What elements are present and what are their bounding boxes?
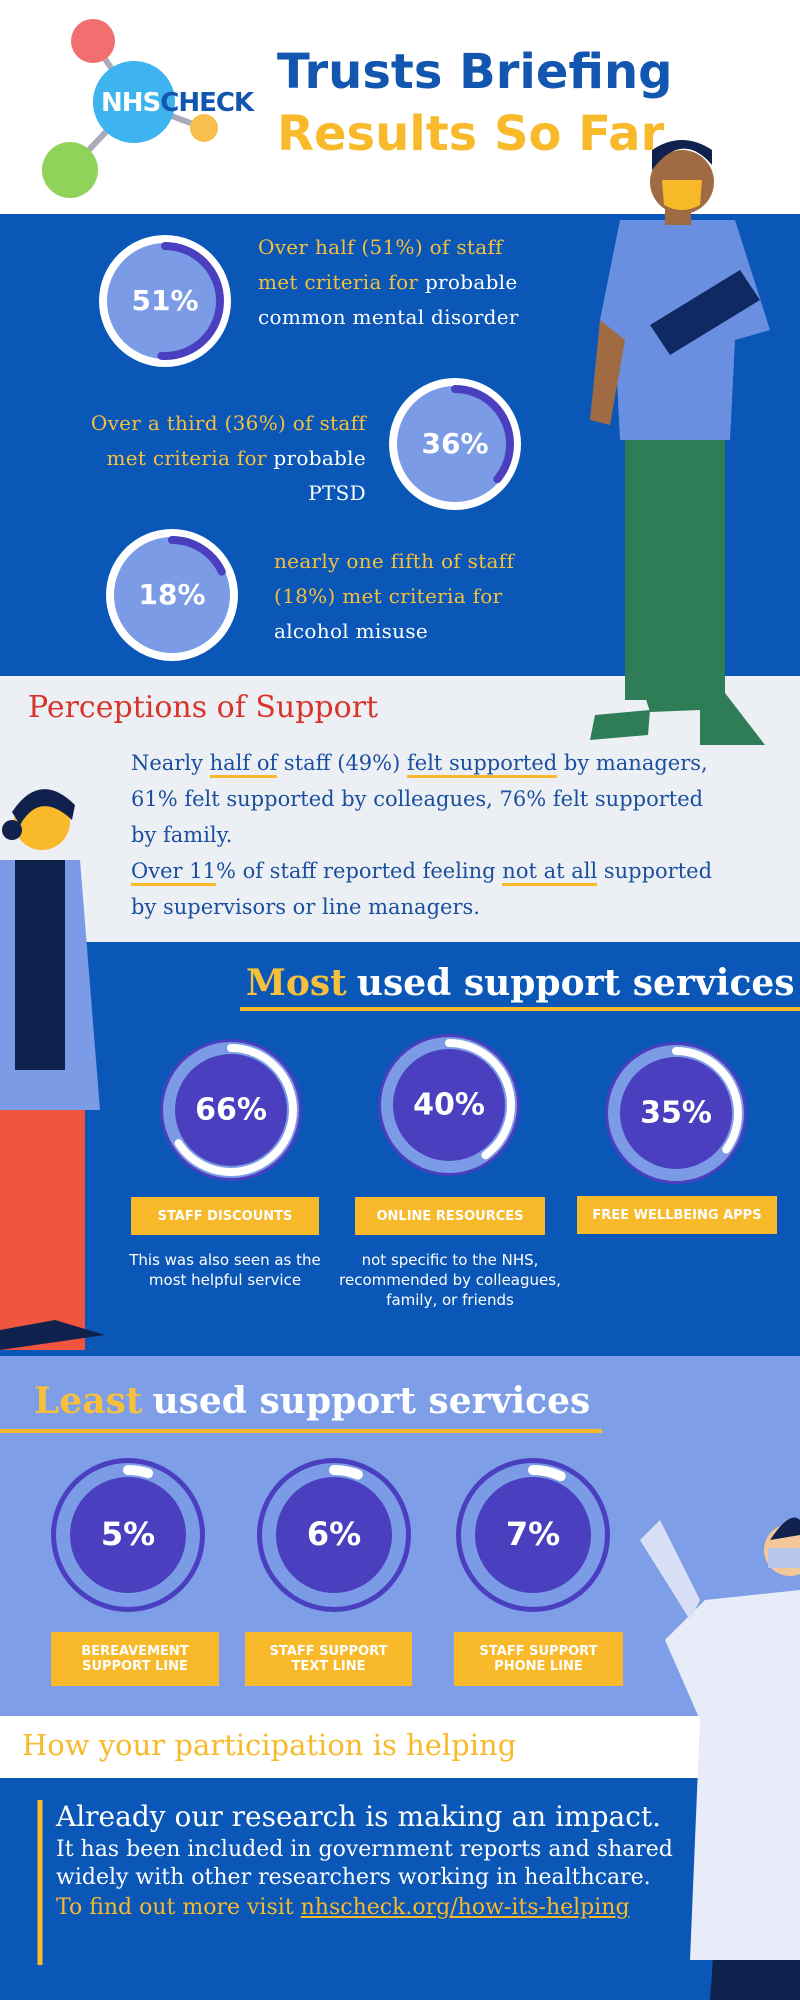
progress-arc bbox=[463, 1465, 603, 1605]
paragraph: Nearly half of staff (49%) felt supporte… bbox=[131, 745, 731, 853]
stat-text: Over a third (36%) of staff met criteria… bbox=[46, 406, 366, 511]
stat-text: nearly one fifth of staff (18%) met crit… bbox=[274, 544, 564, 649]
progress-arc bbox=[383, 1039, 515, 1171]
doctor-illustration bbox=[0, 789, 105, 1350]
text: supported by supervisors or line manager… bbox=[131, 859, 713, 919]
logo bbox=[42, 19, 218, 198]
text: staff (49%) bbox=[277, 751, 407, 775]
section-title: Most used support services bbox=[246, 962, 795, 1004]
stat-outcome: probable PTSD bbox=[273, 446, 366, 505]
paragraph: Over 11% of staff reported feeling not a… bbox=[131, 853, 731, 925]
emphasis: Over 11 bbox=[131, 859, 216, 886]
ring-label: 6% bbox=[307, 1515, 361, 1553]
ring-inner bbox=[397, 386, 513, 502]
ring-inner bbox=[70, 1477, 186, 1593]
nurse-illustration bbox=[590, 140, 770, 745]
logo-nhs: NHS bbox=[101, 88, 161, 118]
logo-text: NHSCHECK bbox=[101, 88, 254, 118]
perceptions-text: Nearly half of staff (49%) felt supporte… bbox=[131, 745, 731, 925]
service-note: This was also seen as the most helpful s… bbox=[129, 1251, 321, 1289]
ring-label: 51% bbox=[131, 284, 198, 317]
ring-label: 18% bbox=[138, 578, 205, 611]
stat-outcome: probable common mental disorder bbox=[258, 270, 519, 329]
ring-label: 36% bbox=[421, 427, 488, 460]
impact-text: Already our research is making an impact… bbox=[56, 1798, 696, 1924]
progress-arc bbox=[396, 385, 514, 503]
ring-label: 40% bbox=[413, 1088, 485, 1123]
progress-arc bbox=[264, 1465, 404, 1605]
title-highlight: Least bbox=[34, 1380, 143, 1422]
ring-label: 66% bbox=[195, 1093, 267, 1128]
ring-inner bbox=[114, 537, 230, 653]
service-label: BEREAVEMENT SUPPORT LINE bbox=[51, 1632, 219, 1686]
stat-text: Over half (51%) of staff met criteria fo… bbox=[258, 230, 548, 335]
text: Nearly bbox=[131, 751, 210, 775]
impact-bg bbox=[0, 1778, 800, 2000]
ring-label: 5% bbox=[101, 1515, 155, 1553]
impact-cta: To find out more visit nhscheck.org/how-… bbox=[56, 1892, 696, 1924]
ring-label: 7% bbox=[506, 1515, 560, 1553]
ring-inner bbox=[475, 1477, 591, 1593]
progress-arc bbox=[58, 1465, 198, 1605]
ring-inner bbox=[620, 1057, 732, 1169]
ring-inner bbox=[107, 243, 223, 359]
logo-check: CHECK bbox=[160, 88, 254, 118]
progress-arc bbox=[165, 1044, 297, 1176]
service-note: not specific to the NHS, recommended by … bbox=[339, 1251, 561, 1309]
service-label: ONLINE RESOURCES bbox=[355, 1197, 545, 1235]
section-title: How your participation is helping bbox=[22, 1728, 517, 1762]
title-rest: used support services bbox=[356, 962, 795, 1004]
stat-highlight: nearly one fifth of staff (18%) met crit… bbox=[274, 549, 515, 608]
impact-heading: Already our research is making an impact… bbox=[56, 1800, 662, 1833]
subtitle: Results So Far bbox=[277, 106, 665, 162]
ring-inner bbox=[175, 1054, 287, 1166]
stat-highlight: Over a third (36%) of staff met criteria… bbox=[90, 411, 366, 470]
text: % of staff reported feeling bbox=[215, 859, 503, 883]
progress-arc bbox=[610, 1047, 742, 1179]
stat-highlight: Over half (51%) of staff met criteria fo… bbox=[258, 235, 503, 294]
emphasis: felt supported bbox=[407, 751, 558, 778]
title-highlight: Most bbox=[246, 962, 347, 1004]
ring-inner bbox=[276, 1477, 392, 1593]
ring-inner bbox=[393, 1049, 505, 1161]
stat-outcome: alcohol misuse bbox=[274, 619, 429, 643]
link[interactable]: nhscheck.org/how-its-helping bbox=[300, 1895, 630, 1920]
emphasis: not at all bbox=[502, 859, 598, 886]
emphasis: half of bbox=[209, 751, 278, 778]
service-label: STAFF SUPPORT PHONE LINE bbox=[454, 1632, 623, 1686]
section-title: Least used support services bbox=[34, 1380, 590, 1422]
scientist-illustration bbox=[640, 1517, 800, 2000]
service-label: FREE WELLBEING APPS bbox=[577, 1196, 777, 1234]
section-title: Perceptions of Support bbox=[28, 690, 379, 725]
impact-body: It has been included in government repor… bbox=[56, 1837, 673, 1890]
service-label: STAFF DISCOUNTS bbox=[131, 1197, 319, 1235]
text: by managers, 61% felt supported by colle… bbox=[131, 751, 708, 847]
impact-title-bg bbox=[0, 1716, 800, 1778]
title-rest: used support services bbox=[152, 1380, 591, 1422]
cta-text: To find out more visit bbox=[56, 1895, 294, 1920]
service-label: STAFF SUPPORT TEXT LINE bbox=[245, 1632, 412, 1686]
progress-arc bbox=[106, 242, 224, 360]
progress-arc bbox=[113, 536, 231, 654]
perceptions-bg bbox=[0, 676, 800, 942]
ring-label: 35% bbox=[640, 1096, 712, 1131]
title: Trusts Briefing bbox=[277, 44, 673, 100]
